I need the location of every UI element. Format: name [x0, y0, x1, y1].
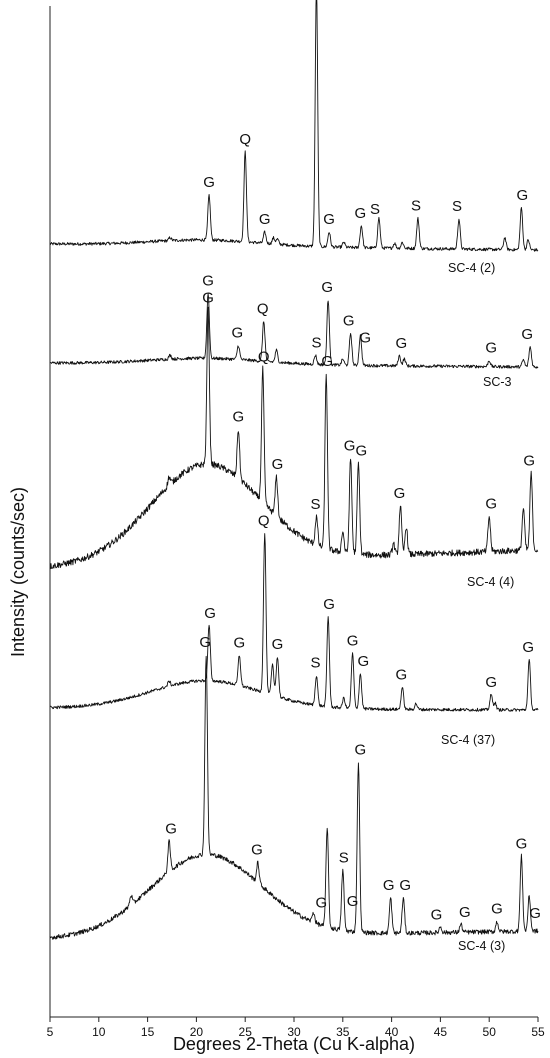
peak-label: Q [239, 131, 251, 148]
series-label: SC-3 [483, 375, 512, 389]
peak-label: G [234, 634, 246, 651]
x-tick-label: 50 [483, 1025, 497, 1039]
y-axis-title: Intensity (counts/sec) [8, 487, 28, 657]
peak-label: S [310, 496, 320, 513]
peak-label: Q [258, 348, 270, 365]
trace-series-5 [49, 655, 539, 940]
x-tick-label: 55 [531, 1025, 545, 1039]
x-axis-title: Degrees 2-Theta (Cu K-alpha) [173, 1034, 415, 1054]
trace-series-2 [49, 293, 539, 369]
peak-label: G [272, 456, 284, 473]
peak-label: G [485, 674, 497, 691]
peak-label: S [411, 198, 421, 215]
trace-series-4 [49, 533, 539, 712]
peak-label: G [485, 496, 497, 513]
peak-label: G [357, 653, 369, 670]
peak-label: G [272, 636, 284, 653]
x-tick-label: 40 [385, 1025, 399, 1039]
x-tick-label: 45 [434, 1025, 448, 1039]
x-tick-label: 35 [336, 1025, 350, 1039]
peak-label: G [485, 340, 497, 357]
x-tick-label: 25 [239, 1025, 253, 1039]
x-axis-ticks: 5 10 15 20 25 30 35 40 45 50 55 [47, 1017, 545, 1039]
peak-label: G [259, 211, 271, 228]
series-label: SC-4 (37) [441, 733, 495, 747]
peak-label: G [323, 596, 335, 613]
peak-label: G [491, 901, 503, 918]
diffraction-traces [49, 0, 539, 940]
peak-label: S [311, 334, 321, 351]
peak-label: G [396, 335, 408, 352]
peak-label: G [199, 634, 211, 651]
x-tick-label: 10 [92, 1025, 106, 1039]
peak-label: G [356, 443, 368, 460]
peak-label: G [204, 605, 216, 622]
peak-label: G [516, 836, 528, 853]
peak-label: Q [258, 512, 270, 529]
x-tick-label: 20 [190, 1025, 204, 1039]
peak-label: G [517, 187, 529, 204]
peak-label: G [383, 877, 395, 894]
peak-label: G [431, 906, 443, 923]
peak-label: G [394, 485, 406, 502]
peak-label: G [344, 438, 356, 455]
peak-label: S [452, 198, 462, 215]
peak-label: G [355, 205, 367, 222]
peak-label: Q [257, 300, 269, 317]
peak-label: G [343, 312, 355, 329]
peak-label: S [310, 654, 320, 671]
peak-label: G [165, 821, 177, 838]
trace-series-3 [49, 306, 539, 570]
peak-label: S [339, 850, 349, 867]
peak-label: G [315, 895, 327, 912]
peak-label: G [359, 329, 371, 346]
peak-label: G [323, 211, 335, 228]
peak-label: G [347, 633, 359, 650]
series-label: SC-4 (3) [458, 939, 505, 953]
peak-label: G [251, 842, 263, 859]
peak-label: G [399, 877, 411, 894]
peak-label: G [203, 174, 215, 191]
peak-label: G [321, 279, 333, 296]
x-tick-label: 5 [47, 1025, 54, 1039]
peak-label: G [202, 290, 214, 307]
series-label: SC-4 (2) [448, 261, 495, 275]
series-labels: SC-4 (2) SC-3 SC-4 (4) SC-4 (37) SC-4 (3) [441, 261, 514, 953]
peak-label: G [232, 325, 244, 342]
peak-label: G [202, 272, 214, 289]
peak-label: G [347, 893, 359, 910]
x-tick-label: 30 [287, 1025, 301, 1039]
peak-label: G [233, 408, 245, 425]
peak-label: G [355, 742, 367, 759]
series-label: SC-4 (4) [467, 575, 514, 589]
peak-labels: GQGSGGSSSGGGQSGGGGGGGGQGSGGGGGGGGQGSGGGG… [165, 131, 541, 923]
trace-series-1 [49, 0, 539, 252]
peak-label: G [321, 353, 333, 370]
peak-label: G [396, 666, 408, 683]
x-tick-label: 15 [141, 1025, 155, 1039]
plot-frame [49, 6, 538, 1018]
peak-label: G [521, 326, 533, 343]
peak-label: G [529, 905, 541, 922]
peak-label: G [523, 452, 535, 469]
peak-label: G [459, 904, 471, 921]
peak-label: S [370, 201, 380, 218]
peak-label: G [522, 639, 534, 656]
